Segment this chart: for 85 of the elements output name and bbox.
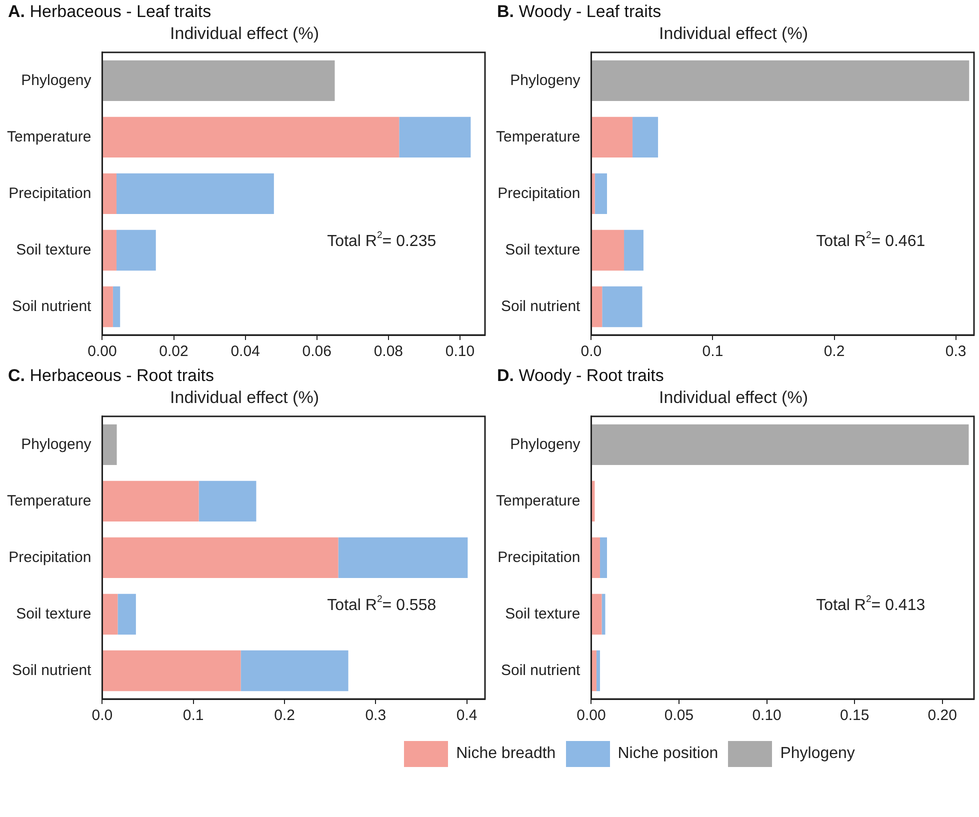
x-tick-label: 0.1: [182, 707, 204, 724]
bar: [102, 116, 400, 158]
bar: [592, 230, 624, 271]
bar: [102, 480, 199, 522]
bar: [102, 594, 118, 635]
x-tick-label: 0.2: [274, 707, 295, 724]
bar: [632, 116, 658, 158]
y-tick-label: Phylogeny: [510, 72, 581, 89]
bar: [399, 116, 471, 158]
bar: [116, 173, 274, 214]
x-tick-label: 0.06: [302, 343, 332, 360]
legend-label: Phylogeny: [780, 745, 855, 763]
x-tick-label: 0.3: [945, 343, 966, 360]
chart-title: A. Herbaceous - Leaf traits: [7, 1, 212, 23]
bar: [592, 60, 970, 102]
bar: [592, 594, 602, 635]
y-tick-label: Soil nutrient: [12, 662, 92, 679]
y-tick-label: Temperature: [496, 492, 580, 510]
chart-title: C. Herbaceous - Root traits: [7, 365, 215, 387]
bar: [102, 230, 117, 271]
y-tick-label: Phylogeny: [21, 436, 92, 453]
y-tick-label: Precipitation: [8, 548, 92, 566]
bar: [102, 60, 335, 102]
y-tick-label: Soil texture: [16, 241, 92, 258]
y-tick-label: Soil texture: [505, 605, 580, 622]
legend-label: Niche breadth: [456, 745, 556, 763]
bar: [116, 230, 156, 271]
y-tick-label: Precipitation: [8, 184, 92, 202]
y-tick-label: Phylogeny: [21, 72, 92, 89]
x-tick-label: 0.0: [580, 343, 602, 360]
bar: [102, 286, 113, 328]
x-tick-label: 0.10: [752, 707, 782, 724]
bar: [198, 480, 256, 522]
x-tick-label: 0.00: [88, 343, 117, 360]
legend-label: Niche position: [618, 745, 718, 763]
y-tick-label: Precipitation: [498, 548, 580, 566]
bar: [592, 116, 633, 158]
y-tick-label: Precipitation: [498, 184, 580, 202]
bar: [112, 286, 120, 328]
x-tick-label: 0.2: [824, 343, 845, 360]
y-tick-label: Temperature: [6, 128, 92, 146]
x-axis-title: Individual effect (%): [659, 24, 808, 43]
chart-title: B. Woody - Leaf traits: [496, 1, 662, 23]
y-tick-label: Phylogeny: [510, 436, 581, 453]
x-axis-title: Individual effect (%): [170, 388, 319, 407]
bar: [102, 537, 338, 578]
bar: [624, 230, 644, 271]
x-tick-label: 0.1: [702, 343, 724, 360]
bar: [602, 286, 642, 328]
bar: [102, 424, 117, 466]
x-tick-label: 0.08: [374, 343, 404, 360]
x-axis-title: Individual effect (%): [170, 24, 319, 43]
x-tick-label: 0.0: [92, 707, 113, 724]
chart-title: D. Woody - Root traits: [496, 365, 665, 387]
bar: [102, 650, 241, 692]
y-tick-label: Soil nutrient: [500, 298, 582, 315]
x-tick-label: 0.20: [928, 707, 957, 724]
bar: [602, 594, 606, 635]
bar: [592, 537, 600, 578]
bar: [600, 537, 608, 578]
x-tick-label: 0.15: [840, 707, 870, 724]
x-tick-label: 0.02: [159, 343, 188, 360]
y-tick-label: Soil nutrient: [12, 298, 92, 315]
y-tick-label: Soil texture: [505, 241, 580, 258]
bar: [592, 650, 596, 692]
y-tick-label: Temperature: [6, 492, 92, 510]
x-tick-label: 0.00: [576, 707, 606, 724]
bar: [592, 173, 595, 214]
bar: [594, 173, 608, 214]
x-tick-label: 0.3: [365, 707, 386, 724]
bar: [596, 650, 600, 692]
bar: [240, 650, 348, 692]
bar: [118, 594, 136, 635]
bar: [592, 286, 602, 328]
x-tick-label: 0.04: [230, 343, 260, 360]
y-tick-label: Soil nutrient: [500, 662, 582, 679]
y-tick-label: Temperature: [496, 128, 580, 146]
x-tick-label: 0.4: [456, 707, 478, 724]
x-tick-label: 0.10: [445, 343, 475, 360]
y-tick-label: Soil texture: [16, 605, 92, 622]
bar: [102, 173, 117, 214]
bar: [338, 537, 468, 578]
bar: [592, 424, 969, 466]
x-axis-title: Individual effect (%): [659, 388, 808, 407]
x-tick-label: 0.05: [664, 707, 694, 724]
